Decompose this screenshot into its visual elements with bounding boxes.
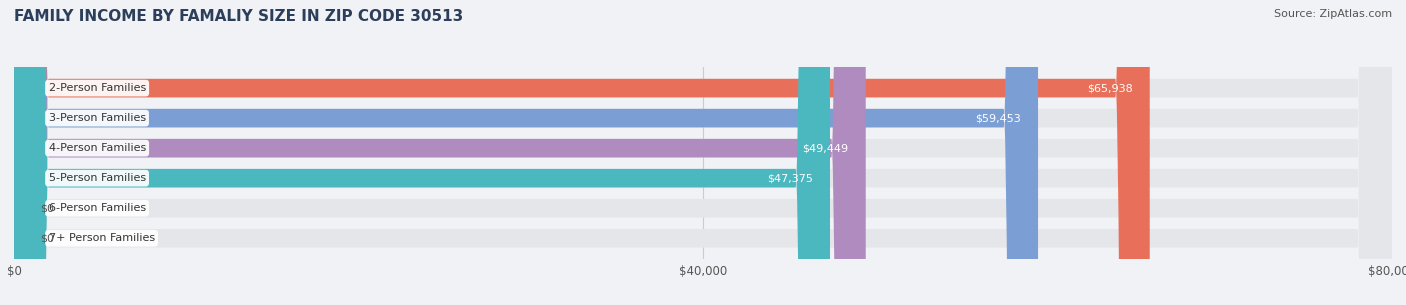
FancyBboxPatch shape: [14, 0, 1392, 305]
Text: $49,449: $49,449: [803, 143, 849, 153]
Text: 3-Person Families: 3-Person Families: [48, 113, 146, 123]
Text: $65,938: $65,938: [1087, 83, 1132, 93]
FancyBboxPatch shape: [14, 0, 1392, 305]
Text: Source: ZipAtlas.com: Source: ZipAtlas.com: [1274, 9, 1392, 19]
FancyBboxPatch shape: [14, 0, 866, 305]
Text: 5-Person Families: 5-Person Families: [48, 173, 146, 183]
Text: $0: $0: [39, 203, 53, 213]
FancyBboxPatch shape: [14, 0, 1150, 305]
FancyBboxPatch shape: [14, 0, 1392, 305]
Text: $47,375: $47,375: [766, 173, 813, 183]
FancyBboxPatch shape: [14, 0, 830, 305]
Text: $0: $0: [39, 233, 53, 243]
Text: 6-Person Families: 6-Person Families: [48, 203, 146, 213]
FancyBboxPatch shape: [14, 0, 1038, 305]
FancyBboxPatch shape: [14, 0, 1392, 305]
Text: $59,453: $59,453: [976, 113, 1021, 123]
Text: 7+ Person Families: 7+ Person Families: [48, 233, 155, 243]
FancyBboxPatch shape: [14, 0, 1392, 305]
FancyBboxPatch shape: [14, 0, 1392, 305]
Text: 2-Person Families: 2-Person Families: [48, 83, 146, 93]
Text: FAMILY INCOME BY FAMALIY SIZE IN ZIP CODE 30513: FAMILY INCOME BY FAMALIY SIZE IN ZIP COD…: [14, 9, 464, 24]
Text: 4-Person Families: 4-Person Families: [48, 143, 146, 153]
